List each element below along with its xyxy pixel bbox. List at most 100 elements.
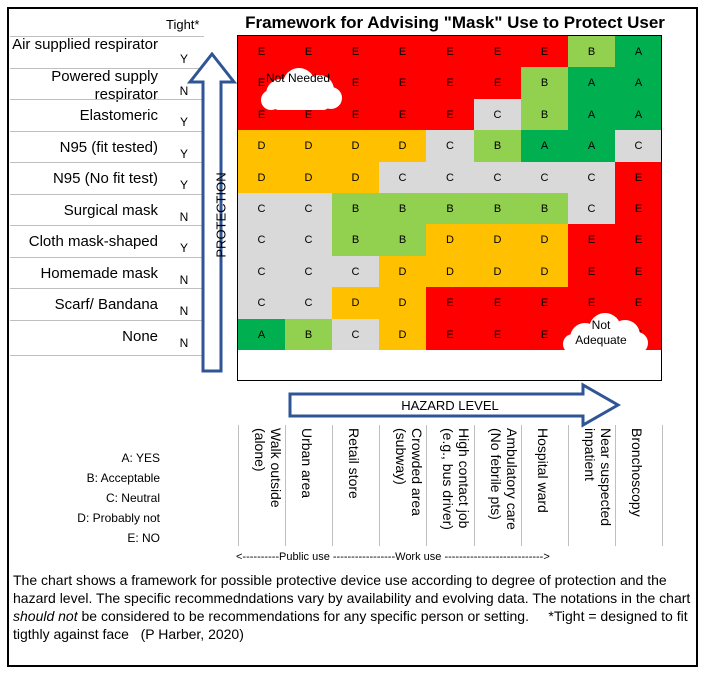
- heatmap-cell: E: [426, 67, 474, 99]
- column-label: Near suspected inpatient: [581, 428, 614, 527]
- hazard-axis-label: HAZARD LEVEL: [401, 398, 499, 413]
- column-divider: [332, 425, 333, 546]
- row-tight-value: N: [179, 273, 189, 287]
- heatmap-cell: B: [379, 224, 426, 256]
- chart-title: Framework for Advising "Mask" Use to Pro…: [245, 13, 665, 32]
- heatmap-cell: E: [426, 99, 474, 130]
- heatmap-cell: A: [568, 130, 615, 162]
- column-label: Hospital ward: [534, 428, 551, 513]
- row-label: N95 (fit tested): [59, 139, 158, 156]
- heatmap-cell: A: [568, 99, 615, 130]
- heatmap-cell: C: [332, 319, 379, 350]
- heatmap-cell: B: [474, 193, 521, 224]
- heatmap-cell: B: [332, 193, 379, 224]
- row-label: Elastomeric: [79, 107, 158, 124]
- row-tight-value: Y: [179, 115, 188, 129]
- row-divider: [10, 36, 204, 37]
- legend-item: D: Probably not: [77, 511, 160, 525]
- tight-column-header: Tight*: [166, 17, 200, 32]
- figure-frame: [7, 7, 698, 667]
- row-tight-value: N: [179, 84, 189, 98]
- heatmap-cell: C: [568, 193, 615, 224]
- heatmap-cell: E: [615, 162, 662, 193]
- heatmap-cell: C: [568, 162, 615, 193]
- heatmap-cell: E: [615, 287, 662, 319]
- row-divider: [10, 320, 204, 321]
- heatmap-cell: D: [238, 162, 285, 193]
- column-divider: [426, 425, 427, 546]
- heatmap-cell: C: [615, 130, 662, 162]
- column-divider: [285, 425, 286, 546]
- heatmap-cell: A: [615, 36, 662, 67]
- column-divider: [379, 425, 380, 546]
- heatmap-cell: B: [568, 36, 615, 67]
- row-divider: [10, 99, 204, 100]
- heatmap-cell: C: [238, 256, 285, 287]
- heatmap-cell: A: [521, 130, 568, 162]
- row-divider: [10, 131, 204, 132]
- row-divider: [10, 355, 204, 356]
- heatmap-cell: B: [426, 193, 474, 224]
- heatmap-cell: C: [474, 99, 521, 130]
- column-divider: [521, 425, 522, 546]
- cloud-not-adequate: Not Adequate: [575, 318, 627, 347]
- heatmap-cell: E: [426, 287, 474, 319]
- row-tight-value: N: [179, 304, 189, 318]
- row-divider: [10, 68, 204, 69]
- heatmap-cell: A: [615, 99, 662, 130]
- row-label: None: [122, 328, 158, 345]
- row-divider: [10, 225, 204, 226]
- heatmap-cell: B: [379, 193, 426, 224]
- heatmap-cell: E: [379, 36, 426, 67]
- column-divider: [662, 425, 663, 546]
- heatmap-cell: E: [521, 319, 568, 350]
- heatmap-cell: E: [521, 287, 568, 319]
- row-tight-value: Y: [179, 178, 188, 192]
- heatmap-cell: E: [426, 319, 474, 350]
- row-label: Air supplied respirator: [12, 36, 158, 53]
- heatmap-cell: A: [238, 319, 285, 350]
- heatmap-cell: C: [426, 130, 474, 162]
- use-axis-label: <----------Public use -----------------W…: [236, 551, 550, 563]
- heatmap-cell: E: [474, 287, 521, 319]
- heatmap-cell: E: [474, 36, 521, 67]
- cloud-icon: [563, 313, 648, 354]
- heatmap-cell: E: [568, 224, 615, 256]
- row-tight-value: Y: [179, 241, 188, 255]
- column-divider: [238, 425, 239, 546]
- heatmap-cell: D: [426, 256, 474, 287]
- heatmap-cell: B: [285, 319, 332, 350]
- heatmap-cell: C: [474, 162, 521, 193]
- row-tight-value: N: [179, 336, 189, 350]
- legend-item: B: Acceptable: [86, 471, 160, 485]
- heatmap-cell: B: [474, 130, 521, 162]
- column-label: Bronchoscopy: [628, 428, 645, 517]
- row-divider: [10, 194, 204, 195]
- heatmap-cell: E: [379, 67, 426, 99]
- heatmap-cell: E: [379, 99, 426, 130]
- heatmap-cell: E: [615, 193, 662, 224]
- heatmap-cell: C: [238, 287, 285, 319]
- row-tight-value: Y: [179, 52, 188, 66]
- column-divider: [474, 425, 475, 546]
- heatmap-cell: C: [285, 256, 332, 287]
- heatmap-cell: C: [426, 162, 474, 193]
- heatmap-cell: D: [474, 256, 521, 287]
- heatmap-cell: E: [615, 224, 662, 256]
- column-label: Urban area: [298, 428, 315, 499]
- row-label: Cloth mask-shaped: [28, 233, 158, 250]
- heatmap-cell: C: [285, 193, 332, 224]
- heatmap-cell: B: [332, 224, 379, 256]
- row-divider: [10, 162, 204, 163]
- heatmap-cell: D: [332, 162, 379, 193]
- heatmap-cell: A: [568, 67, 615, 99]
- heatmap-cell: D: [379, 256, 426, 287]
- legend-item: E: NO: [127, 531, 160, 545]
- protection-axis-label: PROTECTION: [213, 172, 229, 258]
- column-label: Crowded area (subway): [392, 428, 425, 516]
- heatmap-cell: E: [615, 256, 662, 287]
- heatmap-cell: D: [379, 287, 426, 319]
- row-label: Powered supply respirator: [51, 68, 158, 103]
- column-divider: [615, 425, 616, 546]
- heatmap-cell: E: [285, 36, 332, 67]
